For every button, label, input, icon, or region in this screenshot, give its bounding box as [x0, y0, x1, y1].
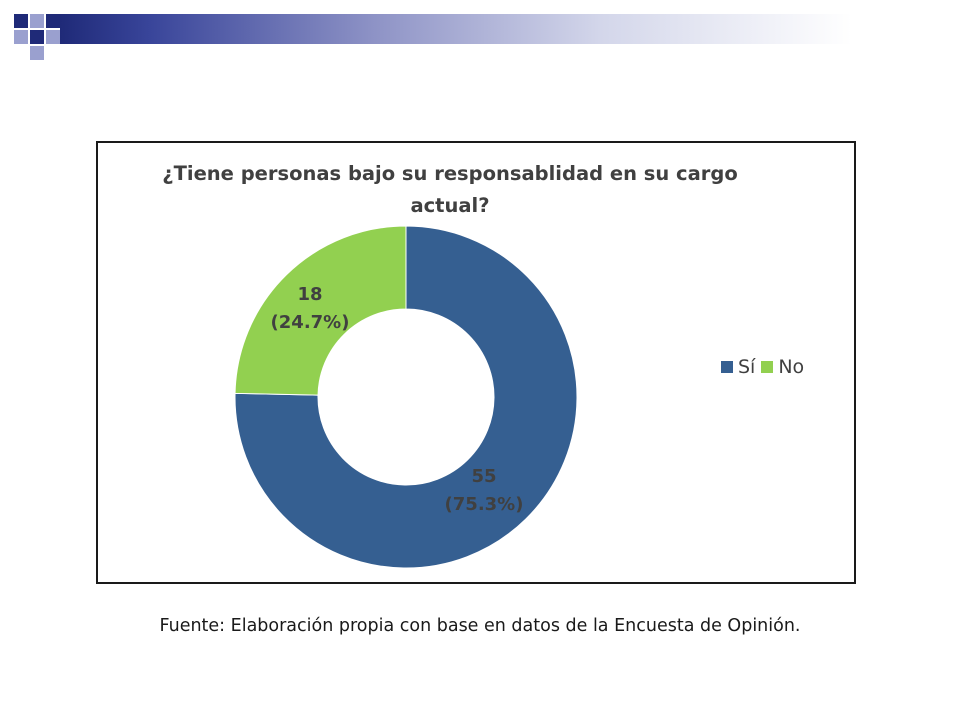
- legend-item-no: No: [761, 356, 804, 378]
- chart-legend: Sí No: [721, 354, 810, 380]
- header-square: [14, 30, 28, 44]
- donut-slice-no: [234, 225, 407, 396]
- chart-title-line-2: actual?: [410, 194, 490, 217]
- data-label-si: 55 (75.3%): [445, 466, 524, 515]
- header-square: [30, 46, 44, 60]
- header-square: [30, 30, 44, 44]
- header-square: [30, 14, 44, 28]
- header-square: [46, 30, 60, 44]
- legend-swatch-si: [721, 361, 733, 373]
- header-gradient-bar: [60, 14, 960, 44]
- header-square: [46, 14, 60, 28]
- header-decoration: [0, 0, 960, 60]
- header-square: [14, 14, 28, 28]
- data-label-no: 18 (24.7%): [271, 284, 350, 333]
- legend-item-si: Sí: [721, 356, 755, 378]
- source-note: Fuente: Elaboración propia con base en d…: [159, 616, 801, 636]
- donut-slice-si: [234, 225, 578, 569]
- chart-title-line-1: ¿Tiene personas bajo su responsablidad e…: [162, 162, 738, 185]
- legend-label-no: No: [778, 356, 805, 378]
- legend-swatch-no: [761, 361, 774, 373]
- legend-label-si: Sí: [738, 356, 756, 378]
- chart-title: ¿Tiene personas bajo su responsablidad e…: [150, 158, 750, 222]
